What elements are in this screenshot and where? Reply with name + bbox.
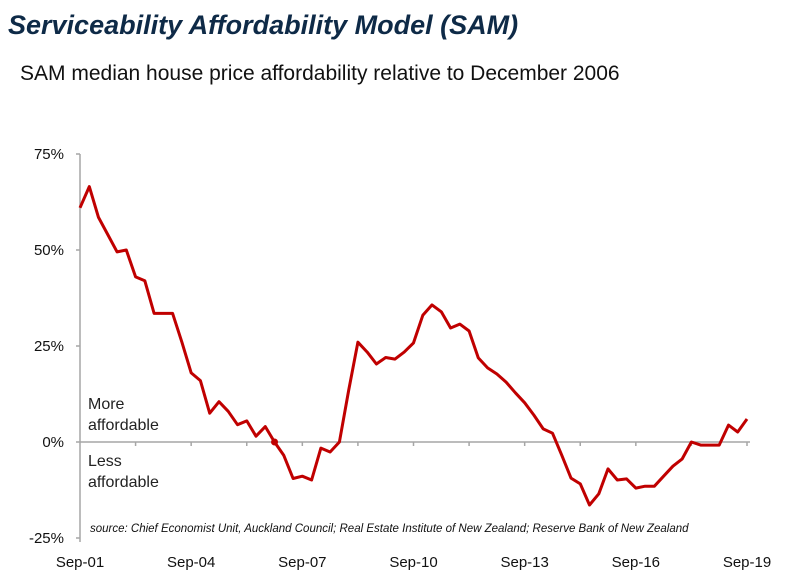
y-tick-label: 50%	[34, 242, 64, 259]
chart-subtitle: SAM median house price affordability rel…	[20, 62, 620, 85]
x-tick-label: Sep-16	[612, 554, 660, 571]
source-note: source: Chief Economist Unit, Auckland C…	[90, 523, 689, 535]
annotation-less-line2: affordable	[88, 474, 159, 491]
x-tick-label: Sep-07	[278, 554, 326, 571]
annotation-less-line1: Less	[88, 453, 122, 470]
series-line	[78, 185, 749, 507]
x-tick-label: Sep-04	[167, 554, 215, 571]
annotation-more-line1: More	[88, 396, 125, 413]
x-tick-label: Sep-10	[389, 554, 437, 571]
y-tick-label: 75%	[34, 146, 64, 163]
y-tick-label: 25%	[34, 338, 64, 355]
annotation-more-line2: affordable	[88, 417, 159, 434]
x-tick-label: Sep-01	[56, 554, 104, 571]
chart-title: Serviceability Affordability Model (SAM)	[8, 10, 519, 40]
x-tick-label: Sep-19	[723, 554, 771, 571]
data-point	[271, 438, 279, 446]
x-tick-label: Sep-13	[500, 554, 548, 571]
y-tick-label: 0%	[42, 434, 64, 451]
y-tick-label: -25%	[29, 530, 64, 547]
